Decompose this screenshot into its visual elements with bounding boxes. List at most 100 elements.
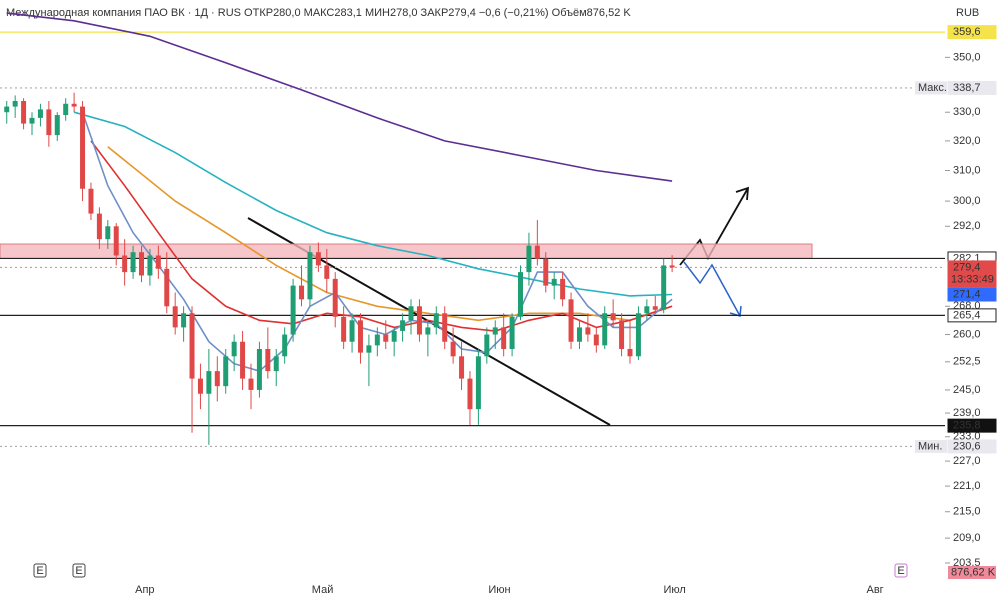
candle-body <box>610 313 616 321</box>
candle-body <box>425 327 431 335</box>
candle-body <box>164 268 170 307</box>
price-label-prefix-bg <box>915 439 947 453</box>
candle-body <box>231 341 237 357</box>
down-arrow <box>683 261 742 317</box>
x-tick-label: Май <box>312 584 334 596</box>
event-label: E <box>36 565 43 577</box>
candle-body <box>459 356 465 379</box>
y-tick-label: 252,5 <box>953 356 981 368</box>
price-label-bg <box>947 25 997 40</box>
candle-body <box>442 313 448 342</box>
candle-body <box>593 334 599 346</box>
candle-body <box>181 313 187 328</box>
candle-body <box>669 265 675 268</box>
candle-body <box>46 109 52 136</box>
currency: RUB <box>956 7 979 19</box>
candle-body <box>518 272 524 317</box>
price-label: 359,6 <box>953 26 981 38</box>
candle-body <box>214 371 220 387</box>
y-tick-label: 239,0 <box>953 407 981 419</box>
candle-body <box>256 348 262 390</box>
candle-body <box>21 100 27 124</box>
price-label-bg <box>947 418 997 433</box>
candle-body <box>492 327 498 335</box>
candle-body <box>223 356 229 387</box>
candle-body <box>4 106 10 113</box>
candle-body <box>88 188 94 214</box>
x-tick-label: Июн <box>488 584 510 596</box>
volume-label: 876,62 K <box>951 566 996 578</box>
candle-body <box>80 106 86 189</box>
candle-body <box>37 109 43 118</box>
candle-body <box>602 313 608 346</box>
y-tick-label: 310,0 <box>953 164 981 176</box>
candle-body <box>96 213 102 240</box>
candle-body <box>509 316 515 349</box>
candle-body <box>400 320 406 331</box>
y-tick-label: 350,0 <box>953 51 981 63</box>
candle-body <box>635 313 641 357</box>
event-icon <box>72 563 86 578</box>
candle-body <box>501 327 507 349</box>
candle-body <box>450 341 456 357</box>
candle-body <box>416 306 422 335</box>
candle-body <box>113 226 119 256</box>
candle-body <box>484 334 490 357</box>
x-tick-label: Апр <box>135 584 154 596</box>
candle-body <box>341 316 347 342</box>
candle-body <box>652 306 658 310</box>
candle-body <box>357 320 363 353</box>
candle-body <box>349 320 355 342</box>
price-label-prefix-bg <box>915 81 947 95</box>
candle-body <box>332 278 338 317</box>
y-tick-label: 203,5 <box>953 557 981 569</box>
ma-line <box>81 111 673 372</box>
candle-body <box>248 378 254 390</box>
price-label: 235,8 <box>953 420 981 432</box>
y-tick-label: 260,0 <box>953 328 981 340</box>
y-tick-label: 209,0 <box>953 532 981 544</box>
candle-body <box>585 327 591 335</box>
candle-body <box>526 245 532 273</box>
candle-body <box>71 103 77 107</box>
candle-body <box>189 313 195 379</box>
candle-body <box>551 278 557 286</box>
candle-body <box>644 306 650 314</box>
candle-body <box>307 252 313 300</box>
y-tick-label: 245,0 <box>953 384 981 396</box>
candle-body <box>661 265 667 310</box>
event-icon <box>33 563 47 578</box>
candle-body <box>383 334 389 342</box>
price-label: 279,4 <box>953 261 981 273</box>
y-tick-label: 215,0 <box>953 506 981 518</box>
price-label-bg <box>947 80 997 95</box>
price-label-prefix: Макс. <box>918 82 947 94</box>
ma-line <box>73 111 673 297</box>
candle-body <box>366 345 372 353</box>
candle-body <box>147 255 153 276</box>
candle-body <box>29 117 35 124</box>
candle-body <box>315 252 321 266</box>
price-label-bg <box>947 439 997 454</box>
price-label: 271,4 <box>953 288 981 300</box>
candle-body <box>54 115 60 136</box>
candle-body <box>475 356 481 410</box>
ma-line <box>6 12 673 182</box>
candle-body <box>324 265 330 279</box>
candle-body <box>282 334 288 357</box>
candle-body <box>560 278 566 300</box>
y-tick-label: 292,0 <box>953 220 981 232</box>
candle-body <box>290 285 296 335</box>
y-tick-label: 221,0 <box>953 480 981 492</box>
header: Международная компания ПАО ВК · 1Д · RUS… <box>6 7 631 19</box>
price-label: 265,4 <box>953 309 981 321</box>
candle-body <box>568 299 574 342</box>
candle-body <box>433 313 439 328</box>
price-label-bg <box>947 308 997 323</box>
y-tick-label: 320,0 <box>953 135 981 147</box>
candle-body <box>299 285 305 300</box>
x-tick-label: Авг <box>866 584 883 596</box>
candle-body <box>627 348 633 357</box>
candle-body <box>576 327 582 342</box>
